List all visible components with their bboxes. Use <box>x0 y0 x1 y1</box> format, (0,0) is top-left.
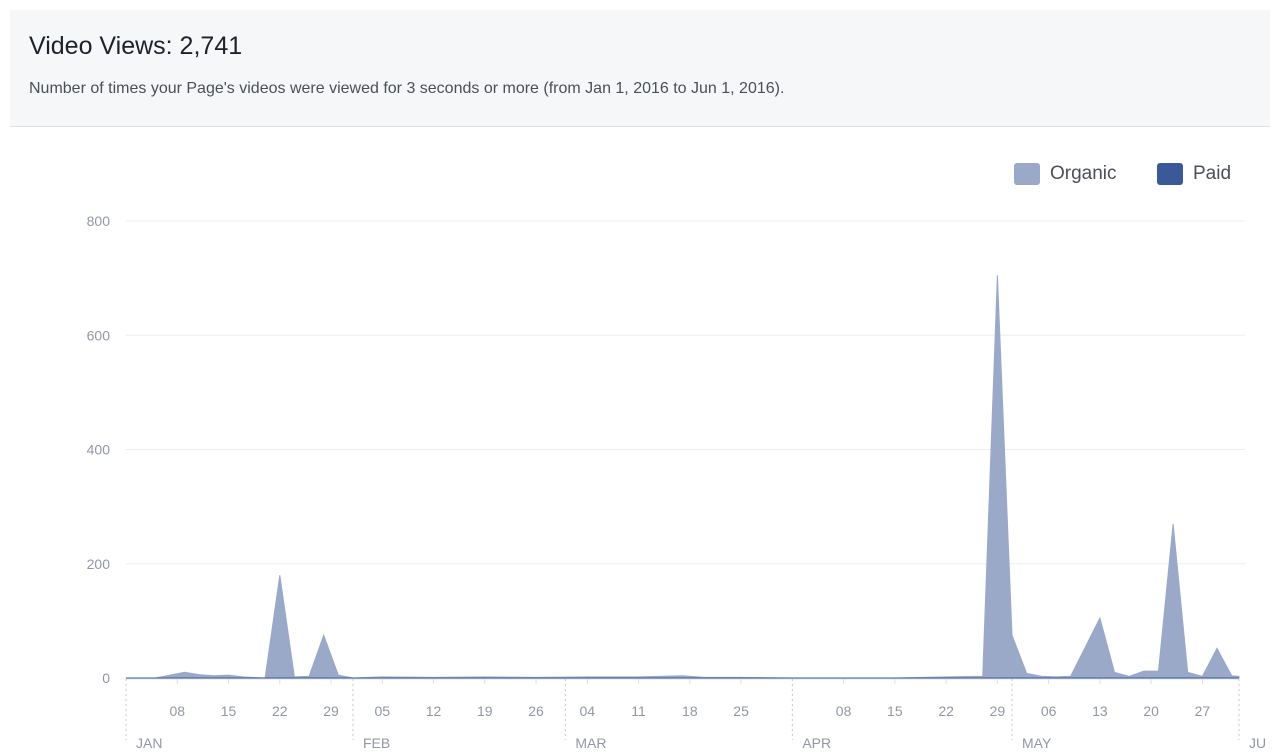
x-tick-label: 26 <box>528 703 544 719</box>
x-tick-label: 22 <box>272 703 288 719</box>
y-tick-label-400: 400 <box>87 442 111 458</box>
chart-subtitle: Number of times your Page's videos were … <box>29 80 785 97</box>
x-tick-label: 12 <box>426 703 442 719</box>
month-label-jan: JAN <box>136 735 162 751</box>
legend-label-paid: Paid <box>1193 163 1232 184</box>
x-tick-label: 11 <box>631 703 646 719</box>
y-tick-label-800: 800 <box>87 213 111 229</box>
month-label-mar: MAR <box>575 735 606 751</box>
x-tick-label: 29 <box>323 703 339 719</box>
legend-label-organic: Organic <box>1050 163 1117 184</box>
x-tick-label: 05 <box>374 703 390 719</box>
x-tick-label: 19 <box>477 703 493 719</box>
chart-title: Video Views: 2,741 <box>29 32 243 60</box>
x-tick-label: 25 <box>733 703 749 719</box>
month-label-ju: JU <box>1249 735 1266 751</box>
x-tick-label: 22 <box>938 703 954 719</box>
x-tick-label: 27 <box>1195 703 1211 719</box>
y-tick-label-0: 0 <box>102 670 110 686</box>
y-tick-label-600: 600 <box>87 327 111 343</box>
month-label-apr: APR <box>802 735 831 751</box>
chart-header: Video Views: 2,741 Number of times your … <box>10 10 1270 127</box>
x-tick-label: 20 <box>1143 703 1159 719</box>
legend-item-organic[interactable]: Organic <box>1014 163 1117 185</box>
legend-swatch-paid <box>1157 163 1183 185</box>
video-views-chart: 0 200 400 600 800 08 15 22 29 05 12 19 26 04 11 18 25 08 1… <box>87 213 1266 751</box>
x-tick-label: 29 <box>990 703 1006 719</box>
y-tick-label-200: 200 <box>87 556 111 572</box>
x-tick-label: 15 <box>221 703 237 719</box>
month-label-may: MAY <box>1022 735 1052 751</box>
x-tick-label: 15 <box>887 703 903 719</box>
x-tick-label: 04 <box>580 703 596 719</box>
x-tick-label: 18 <box>682 703 698 719</box>
x-tick-label: 08 <box>169 703 185 719</box>
x-tick-label: 08 <box>836 703 852 719</box>
month-label-feb: FEB <box>363 735 390 751</box>
x-tick-label: 13 <box>1092 703 1108 719</box>
legend-swatch-organic <box>1014 163 1040 185</box>
x-tick-label: 06 <box>1041 703 1057 719</box>
legend-item-paid[interactable]: Paid <box>1157 163 1231 185</box>
